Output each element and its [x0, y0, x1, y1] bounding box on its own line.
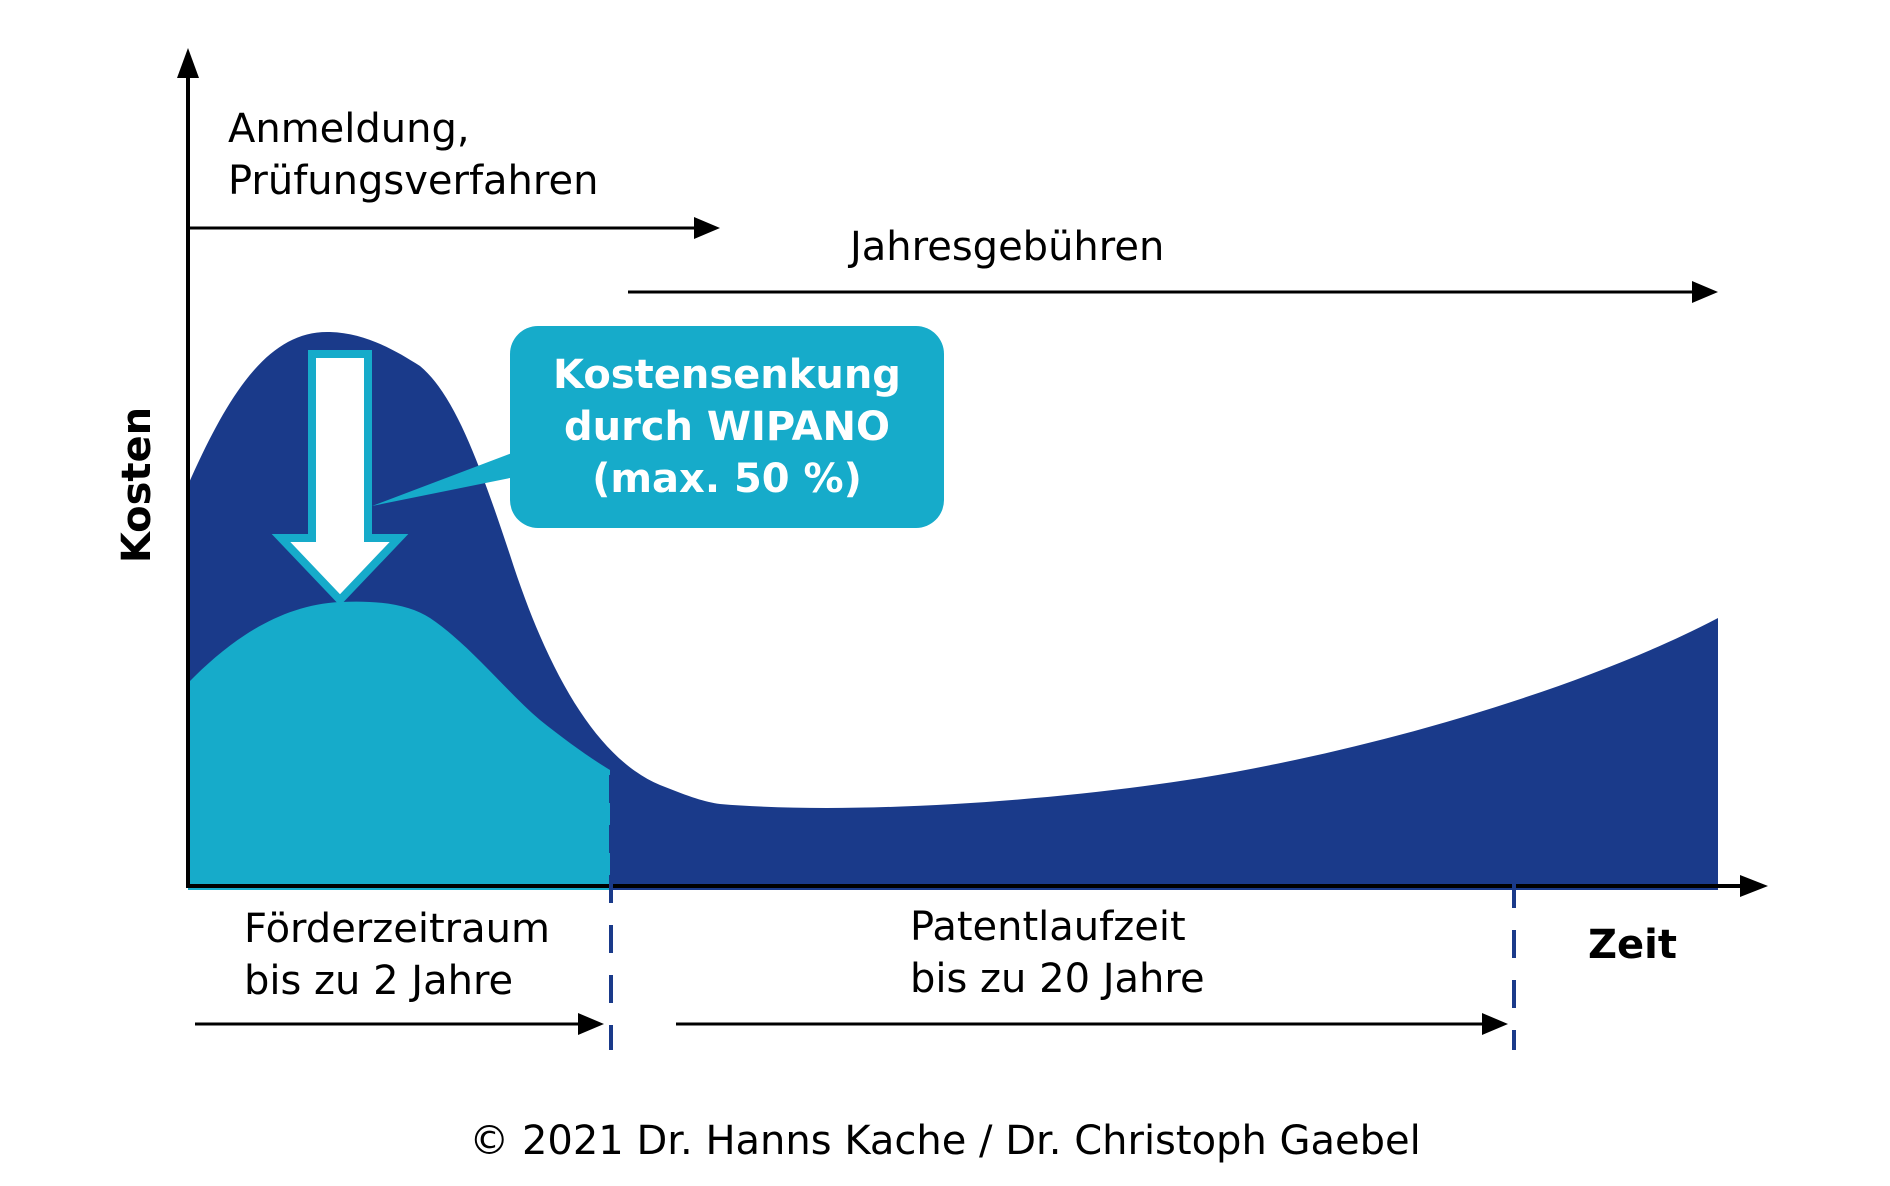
- copyright-notice: © 2021 Dr. Hanns Kache / Dr. Christoph G…: [469, 1118, 1421, 1164]
- funding-period-label-line2: bis zu 2 Jahre: [244, 958, 513, 1004]
- patent-term-label-line2: bis zu 20 Jahre: [910, 956, 1205, 1002]
- y-axis-arrowhead: [177, 48, 199, 78]
- patent-term-arrowhead: [1482, 1013, 1508, 1035]
- callout-text-line2: durch WIPANO: [564, 404, 890, 450]
- callout-pointer: [372, 450, 520, 506]
- callout-text-line3: (max. 50 %): [592, 456, 862, 502]
- reduced-cost-area: [188, 601, 610, 890]
- application-phase-arrowhead: [694, 217, 720, 239]
- annual-fees-label: Jahresgebühren: [847, 224, 1164, 270]
- application-phase-label-line1: Anmeldung,: [228, 106, 470, 152]
- y-axis-label: Kosten: [114, 407, 160, 563]
- funding-period-label-line1: Förderzeitraum: [244, 906, 550, 952]
- callout-text-line1: Kostensenkung: [553, 352, 901, 398]
- x-axis-label: Zeit: [1588, 922, 1677, 968]
- annual-fees-arrowhead: [1692, 281, 1718, 303]
- down-arrow-icon: [271, 350, 409, 606]
- application-phase-label-line2: Prüfungsverfahren: [228, 158, 598, 204]
- patent-term-label-line1: Patentlaufzeit: [910, 904, 1186, 950]
- callout-bubble: [510, 326, 944, 528]
- funding-period-arrowhead: [578, 1013, 604, 1035]
- x-axis-arrowhead: [1740, 875, 1768, 897]
